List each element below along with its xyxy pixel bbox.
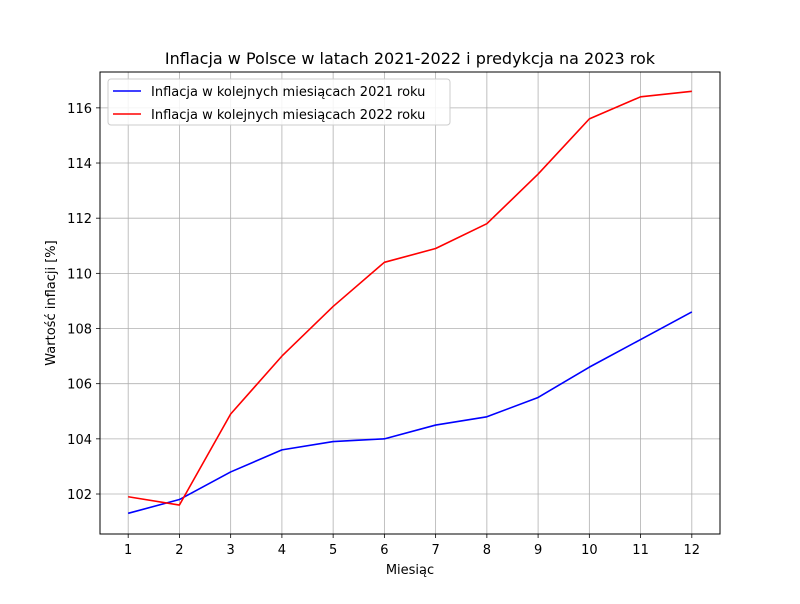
x-tick-label: 3	[227, 543, 235, 558]
x-tick-label: 5	[329, 543, 337, 558]
x-tick-label: 1	[124, 543, 132, 558]
legend-label: Inflacja w kolejnych miesiącach 2022 rok…	[151, 108, 425, 123]
y-tick-label: 104	[67, 433, 92, 448]
series-line-2021	[128, 312, 692, 513]
y-tick-label: 106	[67, 378, 92, 393]
series-lines	[128, 91, 692, 513]
gridlines	[100, 72, 720, 534]
y-tick-label: 108	[67, 323, 92, 338]
y-tick-label: 102	[67, 488, 92, 503]
legend-label: Inflacja w kolejnych miesiącach 2021 rok…	[151, 85, 425, 100]
series-line-2022	[128, 91, 692, 505]
chart-title: Inflacja w Polsce w latach 2021-2022 i p…	[165, 49, 656, 68]
plot-area-frame	[100, 72, 720, 534]
x-tick-label: 6	[380, 543, 388, 558]
y-axis-ticks: 102 104 106 108 110 112 114 116	[67, 102, 100, 503]
x-tick-label: 7	[431, 543, 439, 558]
x-tick-label: 9	[534, 543, 542, 558]
legend: Inflacja w kolejnych miesiącach 2021 rok…	[108, 79, 450, 125]
x-tick-label: 4	[278, 543, 286, 558]
y-tick-label: 116	[67, 102, 92, 117]
x-tick-label: 2	[175, 543, 183, 558]
x-tick-label: 12	[684, 543, 701, 558]
x-axis-label: Miesiąc	[386, 563, 434, 578]
x-tick-label: 8	[483, 543, 491, 558]
y-axis-label: Wartość inflacji [%]	[44, 240, 59, 365]
x-tick-label: 11	[632, 543, 649, 558]
y-tick-label: 110	[67, 267, 92, 282]
x-tick-label: 10	[581, 543, 598, 558]
y-tick-label: 114	[67, 157, 92, 172]
y-tick-label: 112	[67, 212, 92, 227]
